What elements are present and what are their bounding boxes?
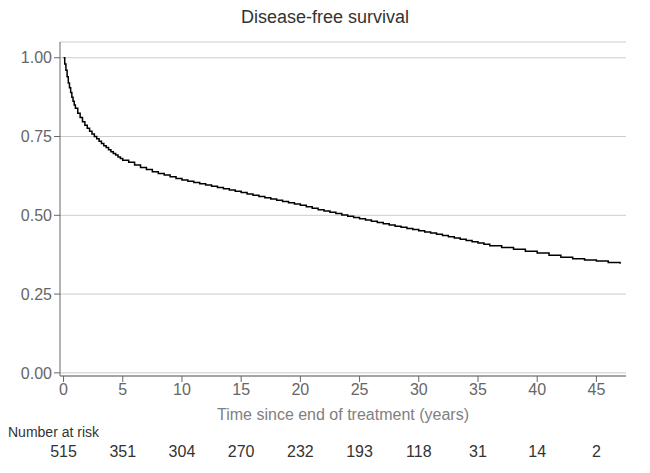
svg-text:0.50: 0.50: [21, 207, 52, 224]
svg-text:0: 0: [59, 381, 68, 398]
svg-text:45: 45: [587, 381, 605, 398]
svg-text:14: 14: [528, 443, 546, 460]
svg-text:118: 118: [406, 443, 432, 460]
svg-text:20: 20: [291, 381, 309, 398]
svg-text:0.25: 0.25: [21, 286, 52, 303]
html-text:Number at risk: Number at risk: [8, 424, 99, 440]
svg-text:30: 30: [410, 381, 428, 398]
svg-text:0.75: 0.75: [21, 128, 52, 145]
svg-text:2: 2: [592, 443, 601, 460]
svg-text:31: 31: [469, 443, 487, 460]
svg-text:5: 5: [118, 381, 127, 398]
svg-text:Time since end of treatment (y: Time since end of treatment (years): [217, 406, 469, 423]
svg-text:270: 270: [228, 443, 255, 460]
svg-text:232: 232: [287, 443, 314, 460]
svg-text:515: 515: [50, 443, 77, 460]
svg-text:40: 40: [528, 381, 546, 398]
svg-text:351: 351: [109, 443, 136, 460]
svg-text:304: 304: [169, 443, 196, 460]
svg-text:25: 25: [351, 381, 369, 398]
svg-text:193: 193: [346, 443, 373, 460]
html-text:Disease-free survival: Disease-free survival: [241, 7, 409, 27]
svg-text:10: 10: [173, 381, 191, 398]
svg-text:35: 35: [469, 381, 487, 398]
svg-text:1.00: 1.00: [21, 49, 52, 66]
svg-text:0.00: 0.00: [21, 365, 52, 382]
svg-text:15: 15: [232, 381, 250, 398]
